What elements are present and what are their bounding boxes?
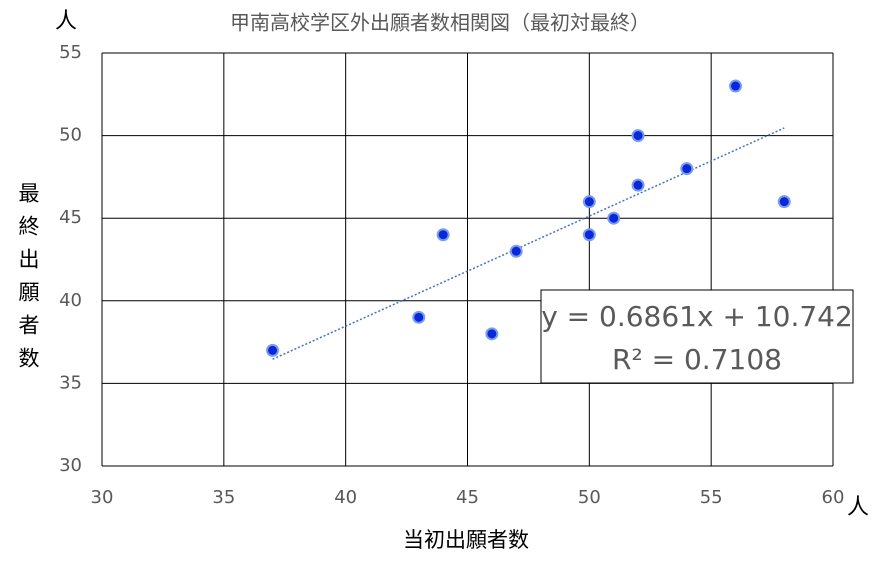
x-tick-label: 40 (334, 487, 357, 508)
trendline (272, 127, 785, 360)
x-tick-label: 50 (578, 487, 601, 508)
y-tick-label: 30 (59, 455, 82, 476)
y-tick-label: 45 (59, 207, 82, 228)
trendline-equation: y = 0.6861x + 10.742 (541, 300, 853, 333)
equation-box (540, 289, 854, 384)
y-tick-label: 55 (59, 42, 82, 63)
x-tick-label: 60 (822, 487, 845, 508)
x-tick-label: 35 (212, 487, 235, 508)
point (266, 343, 280, 357)
y-axis-label: 最終出願者数 (16, 182, 40, 380)
point (631, 129, 645, 143)
point (582, 195, 596, 209)
y-tick-label: 40 (59, 290, 82, 311)
y-tick-label: 35 (59, 372, 82, 393)
point (436, 228, 450, 242)
point (631, 178, 645, 192)
point (777, 195, 791, 209)
trendline-r-squared: R² = 0.7108 (612, 343, 782, 376)
x-axis-label: 当初出願者数 (403, 528, 529, 552)
point (607, 211, 621, 225)
point (485, 327, 499, 341)
x-tick-label: 55 (700, 487, 723, 508)
point (729, 79, 743, 93)
y-unit: 人 (55, 9, 77, 34)
point (582, 228, 596, 242)
x-tick-label: 45 (456, 487, 479, 508)
y-tick-label: 50 (59, 125, 82, 146)
x-tick-label: 30 (91, 487, 114, 508)
x-unit: 人 (847, 495, 869, 520)
chart-title: 甲南高校学区外出願者数相関図（最初対最終） (230, 11, 650, 35)
point (412, 310, 426, 324)
point (680, 162, 694, 176)
point (509, 244, 523, 258)
